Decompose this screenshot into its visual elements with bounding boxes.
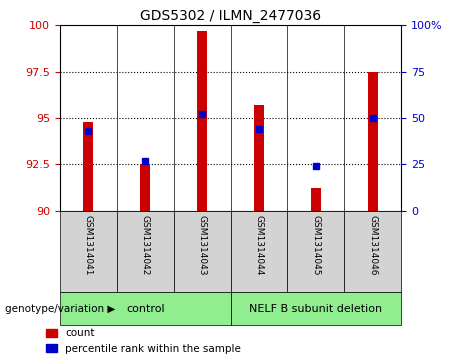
Legend: count, percentile rank within the sample: count, percentile rank within the sample <box>42 324 245 358</box>
Bar <box>254 105 264 211</box>
Text: GSM1314041: GSM1314041 <box>84 215 93 275</box>
Bar <box>367 72 378 211</box>
Bar <box>230 211 287 292</box>
Bar <box>60 292 230 325</box>
Text: GSM1314046: GSM1314046 <box>368 215 377 275</box>
Bar <box>311 188 321 211</box>
Bar <box>83 122 94 211</box>
Text: control: control <box>126 303 165 314</box>
Bar <box>230 292 401 325</box>
Text: GSM1314042: GSM1314042 <box>141 215 150 275</box>
Bar <box>140 164 150 211</box>
Bar <box>344 211 401 292</box>
Bar <box>60 211 117 292</box>
Bar <box>197 31 207 211</box>
Text: NELF B subunit deletion: NELF B subunit deletion <box>249 303 382 314</box>
Text: GSM1314045: GSM1314045 <box>311 215 320 275</box>
Title: GDS5302 / ILMN_2477036: GDS5302 / ILMN_2477036 <box>140 9 321 23</box>
Bar <box>174 211 230 292</box>
Text: GSM1314043: GSM1314043 <box>198 215 207 275</box>
Bar <box>117 211 174 292</box>
Bar <box>287 211 344 292</box>
Text: GSM1314044: GSM1314044 <box>254 215 263 275</box>
Text: genotype/variation ▶: genotype/variation ▶ <box>5 303 115 314</box>
